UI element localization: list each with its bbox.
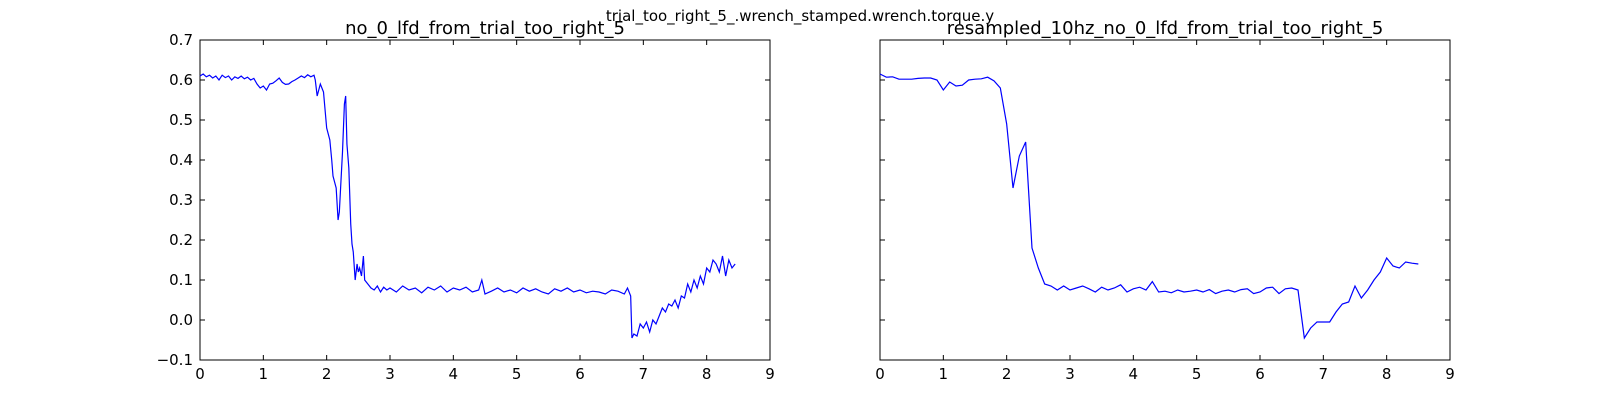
raw-signal-xtick-label: 0 [195,365,205,383]
raw-signal-ytick-label: 0.4 [169,151,193,169]
resampled-signal-plot-frame [879,39,1451,361]
raw-signal-plot-frame [199,39,771,361]
resampled-signal-xtick-label: 2 [1002,365,1012,383]
raw-signal-xtick-label: 5 [512,365,522,383]
raw-signal-xtick-label: 7 [639,365,649,383]
resampled-signal-xtick-label: 7 [1319,365,1329,383]
raw-signal-series-line [199,73,736,339]
resampled-signal-xtick-label: 0 [875,365,885,383]
raw-signal-ytick-label: 0.0 [169,311,193,329]
resampled-signal-xtick-label: 6 [1255,365,1265,383]
raw-signal-xtick-label: 9 [765,365,775,383]
resampled-signal-axes: 0 1 2 3 4 5 6 7 8 9 [875,39,1455,383]
raw-signal-axes: 0 1 2 3 4 5 6 7 8 9 −0.1 0.0 0.1 0.2 0.3 0.4 0.5 0.6 0.7 [157,31,775,383]
resampled-signal-title: resampled_10hz_no_0_lfd_from_trial_too_r… [947,18,1384,39]
resampled-signal-panel: resampled_10hz_no_0_lfd_from_trial_too_r… [875,18,1455,383]
raw-signal-ytick-label: 0.7 [169,31,193,49]
resampled-signal-xtick-label: 3 [1065,365,1075,383]
resampled-signal-xtick-label: 1 [939,365,949,383]
raw-signal-xtick-label: 2 [322,365,332,383]
raw-signal-xtick-label: 1 [259,365,269,383]
raw-signal-ytick-label: 0.3 [169,191,193,209]
raw-signal-xtick-label: 4 [449,365,459,383]
raw-signal-xtick-label: 3 [385,365,395,383]
raw-signal-ytick-label: 0.1 [169,271,193,289]
resampled-signal-xtick-label: 5 [1192,365,1202,383]
resampled-signal-xtick-label: 8 [1382,365,1392,383]
raw-signal-ytick-label: 0.6 [169,71,193,89]
raw-signal-xtick-label: 8 [702,365,712,383]
raw-signal-ytick-label: −0.1 [157,351,193,369]
resampled-signal-xtick-label: 9 [1445,365,1455,383]
resampled-signal-xtick-label: 4 [1129,365,1139,383]
raw-signal-title: no_0_lfd_from_trial_too_right_5 [345,18,625,39]
raw-signal-ytick-label: 0.5 [169,111,193,129]
raw-signal-xtick-label: 6 [575,365,585,383]
resampled-signal-series-line [879,73,1419,340]
raw-signal-panel: no_0_lfd_from_trial_too_right_5 0 1 2 3 4 5 6 7… [157,18,775,383]
raw-signal-ytick-label: 0.2 [169,231,193,249]
figure-suptitle: trial_too_right_5_.wrench_stamped.wrench… [606,7,994,26]
